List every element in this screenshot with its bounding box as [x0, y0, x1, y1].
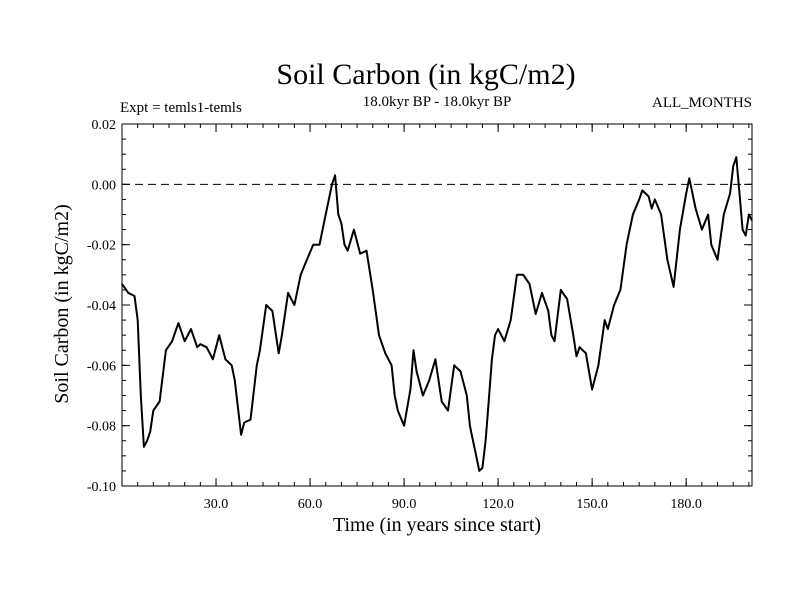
y-axis-ticks: 0.02 0.00 -0.02 -0.04 -0.06 -0.08 -0.10 — [87, 118, 752, 495]
experiment-label: Expt = temls1-temls — [120, 100, 242, 116]
x-tick-label: 90.0 — [392, 497, 417, 512]
x-tick-label: 150.0 — [576, 497, 608, 512]
period-label: 18.0kyr BP - 18.0kyr BP — [363, 94, 512, 110]
y-tick-label: -0.08 — [87, 420, 116, 435]
plot-frame — [121, 123, 753, 487]
y-tick-label: 0.00 — [92, 178, 117, 193]
y-axis-label: Soil Carbon (in kgC/m2) — [51, 204, 73, 403]
x-tick-label: 60.0 — [298, 497, 323, 512]
y-tick-label: -0.06 — [87, 359, 116, 374]
chart-title: Soil Carbon (in kgC/m2) — [276, 58, 575, 91]
x-axis-ticks: 30.0 60.0 90.0 120.0 150.0 180.0 — [137, 124, 750, 512]
x-tick-label: 120.0 — [482, 497, 514, 512]
y-tick-label: -0.04 — [87, 299, 116, 314]
months-label: ALL_MONTHS — [652, 95, 752, 111]
series-line — [121, 156, 753, 472]
y-tick-label: -0.10 — [87, 480, 116, 495]
x-axis-label: Time (in years since start) — [333, 514, 541, 536]
x-tick-label: 30.0 — [204, 497, 229, 512]
y-tick-label: -0.02 — [87, 239, 116, 254]
x-tick-label: 180.0 — [670, 497, 702, 512]
y-tick-label: 0.02 — [92, 118, 117, 133]
